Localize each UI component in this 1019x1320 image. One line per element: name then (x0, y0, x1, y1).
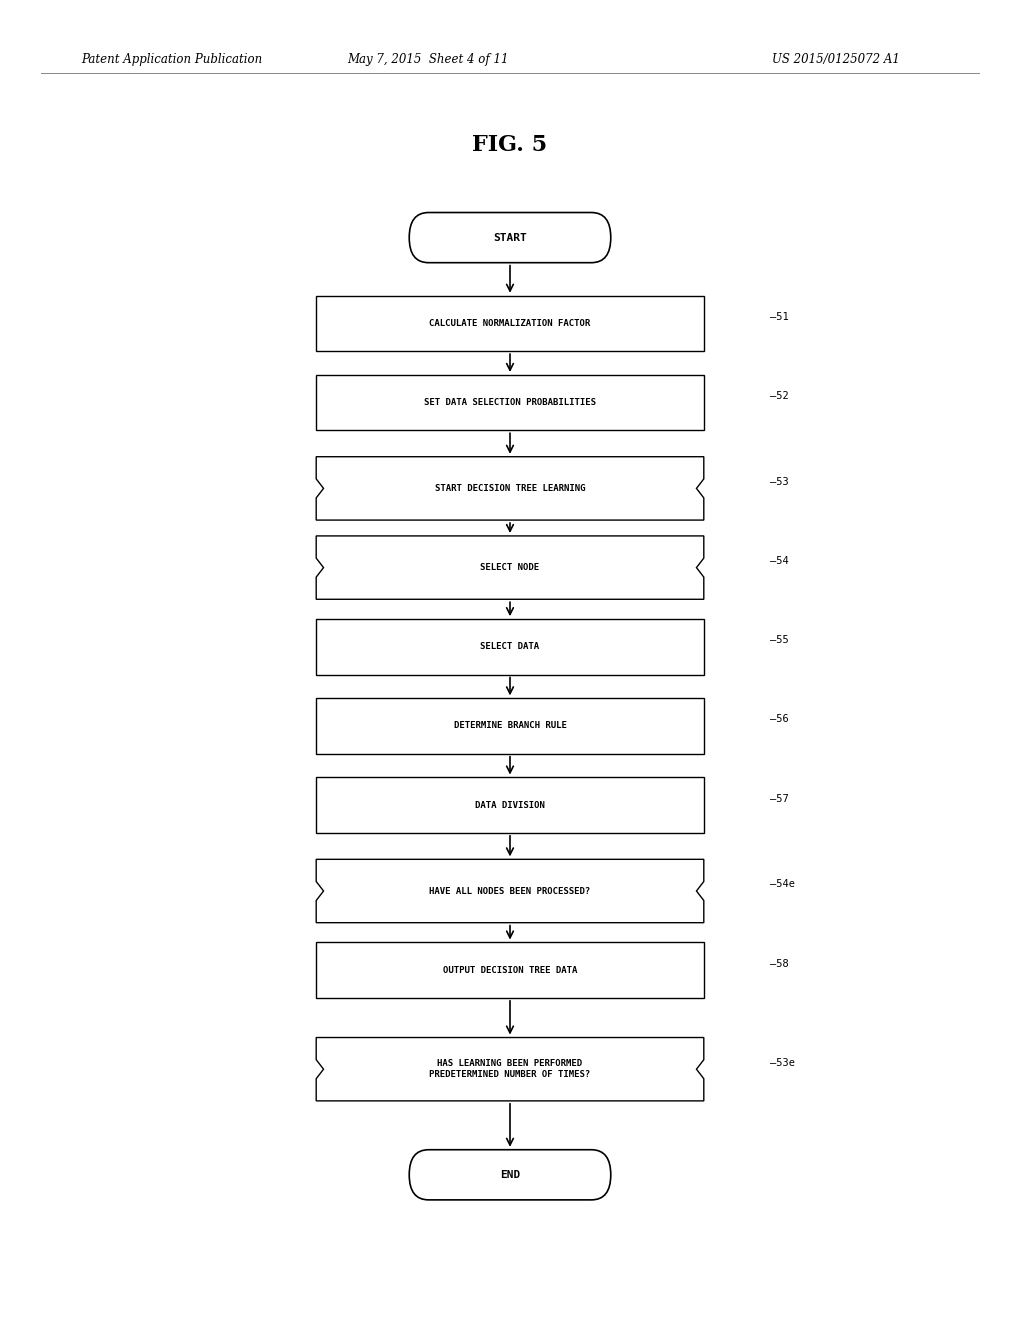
Bar (316, 698, 703, 754)
Text: ―51: ―51 (769, 312, 788, 322)
Text: SET DATA SELECTION PROBABILITIES: SET DATA SELECTION PROBABILITIES (424, 399, 595, 407)
Bar (316, 777, 703, 833)
Text: START DECISION TREE LEARNING: START DECISION TREE LEARNING (434, 484, 585, 492)
Bar (316, 375, 703, 430)
Text: SELECT NODE: SELECT NODE (480, 564, 539, 572)
Text: START: START (492, 232, 527, 243)
Text: CALCULATE NORMALIZATION FACTOR: CALCULATE NORMALIZATION FACTOR (429, 319, 590, 327)
PathPatch shape (316, 457, 703, 520)
Bar (316, 942, 703, 998)
Text: SELECT DATA: SELECT DATA (480, 643, 539, 651)
Text: DATA DIVISION: DATA DIVISION (475, 801, 544, 809)
Text: DETERMINE BRANCH RULE: DETERMINE BRANCH RULE (453, 722, 566, 730)
Text: May 7, 2015  Sheet 4 of 11: May 7, 2015 Sheet 4 of 11 (347, 53, 508, 66)
Text: ―58: ―58 (769, 958, 788, 969)
Text: ―53e: ―53e (769, 1057, 795, 1068)
Text: END: END (499, 1170, 520, 1180)
PathPatch shape (316, 859, 703, 923)
Text: FIG. 5: FIG. 5 (472, 135, 547, 156)
Text: ―54: ―54 (769, 556, 788, 566)
Text: Patent Application Publication: Patent Application Publication (82, 53, 263, 66)
Text: ―55: ―55 (769, 635, 788, 645)
Text: HAS LEARNING BEEN PERFORMED
PREDETERMINED NUMBER OF TIMES?: HAS LEARNING BEEN PERFORMED PREDETERMINE… (429, 1060, 590, 1078)
Text: US 2015/0125072 A1: US 2015/0125072 A1 (771, 53, 900, 66)
Text: ―53: ―53 (769, 477, 788, 487)
Text: ―57: ―57 (769, 793, 788, 804)
PathPatch shape (316, 1038, 703, 1101)
Text: ―52: ―52 (769, 391, 788, 401)
FancyBboxPatch shape (409, 1150, 610, 1200)
Text: ―54e: ―54e (769, 879, 795, 890)
Text: OUTPUT DECISION TREE DATA: OUTPUT DECISION TREE DATA (442, 966, 577, 974)
FancyBboxPatch shape (409, 213, 610, 263)
Text: HAVE ALL NODES BEEN PROCESSED?: HAVE ALL NODES BEEN PROCESSED? (429, 887, 590, 895)
Text: ―56: ―56 (769, 714, 788, 725)
PathPatch shape (316, 536, 703, 599)
Bar (316, 619, 703, 675)
Bar (316, 296, 703, 351)
